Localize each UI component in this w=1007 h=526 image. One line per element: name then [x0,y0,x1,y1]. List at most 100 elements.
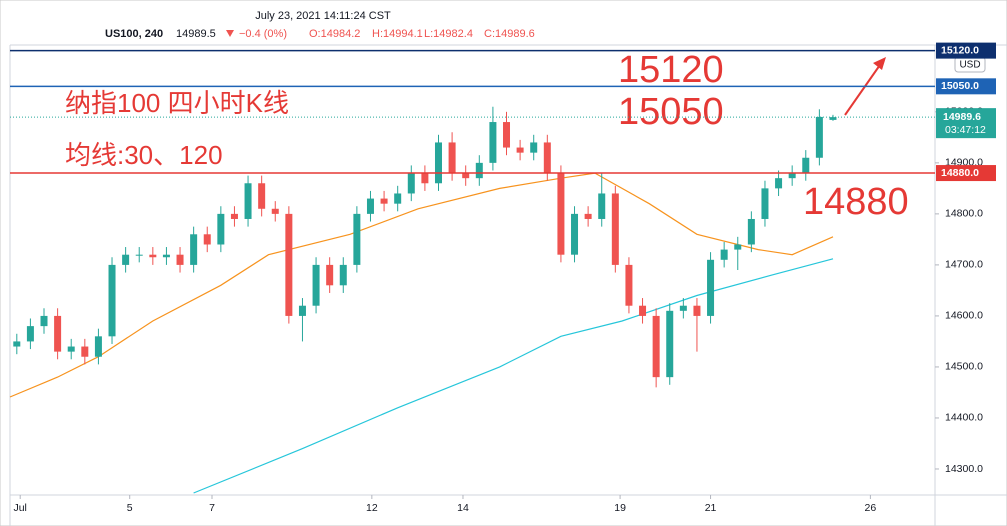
last-price-box [936,108,996,139]
candle-body [26,326,34,342]
candle-body [503,122,511,148]
candle-body [598,193,606,219]
candle-body [625,264,633,306]
arrow-line [844,61,883,116]
candle-body [353,213,361,265]
candle-body [434,142,442,184]
candle-body [543,142,551,174]
datetime: July 23, 2021 14:11:24 CST [255,10,391,22]
last-price-label: 14989.6 [943,111,981,123]
price: 14989.5 [176,28,216,40]
candle-body [802,157,810,174]
candle-body [448,142,456,174]
candle-body [747,218,755,245]
currency: USD [959,60,980,71]
candle-body [67,346,75,352]
candle-body [312,264,320,306]
candle-body [285,213,293,316]
candle-body [122,254,130,265]
candle-body [94,336,102,357]
candle-body [584,213,592,219]
level-label-box [936,78,996,95]
candle-body [571,213,579,255]
moving-average [9,172,834,398]
candle-body [40,315,48,327]
candle-body [516,147,524,153]
level-label: 14880.0 [941,167,979,179]
candle-body [639,305,647,316]
level-label: 15050.0 [941,80,979,92]
candle-body [475,162,483,179]
candle-body [54,315,62,352]
x-tick-label: 19 [614,502,626,514]
candle-body [81,346,89,357]
candle-body [707,259,715,316]
candle-body [407,173,415,194]
candle-body [190,234,198,265]
level-label-box [936,165,996,182]
countdown: 03:47:12 [945,124,986,136]
x-tick-label: 12 [366,502,378,514]
candle-body [394,193,402,204]
candle-body [230,213,238,219]
candle-body [679,305,687,311]
candle-body [489,122,497,163]
x-tick-label: 26 [865,502,877,514]
candle-body [135,254,143,256]
candle-body [611,193,619,265]
candle-body [149,254,157,258]
candle-body [258,183,266,209]
candle-body [734,244,742,250]
level-label: 15120.0 [941,44,979,56]
y-tick-label: 14700.0 [945,259,983,271]
candle-body [217,213,225,245]
moving-average [193,258,834,494]
candle-body [380,198,388,204]
change: −0.4 (0%) [239,28,287,40]
candle-body [557,173,565,255]
x-tick-label: Jul [13,502,26,514]
y-tick-label: 14600.0 [945,310,983,322]
candle-body [462,173,470,179]
chart-subtitle: 均线:30、120 [65,140,223,170]
down-arrow [226,30,234,37]
y-tick-label: 14500.0 [945,361,983,373]
candle-body [421,173,429,184]
candle-body [108,264,116,337]
candle-body [326,264,334,286]
candle-body [203,234,211,245]
candle-body [366,198,374,214]
candle-body [788,173,796,179]
candle-body [761,188,769,219]
open-value: O:14984.2 [309,28,360,40]
chart-title: 纳指100 四小时K线 [65,88,289,118]
candle-body [298,305,306,316]
level-label-box [936,42,996,59]
x-tick-label: 7 [209,502,215,514]
annotation: 15120 [618,49,724,91]
candle-body [666,310,674,378]
arrow-head [873,57,886,70]
candle-body [162,254,170,258]
candle-body [693,305,701,316]
x-tick-label: 14 [457,502,469,514]
symbol: US100, 240 [105,28,163,40]
annotation: 15050 [618,91,724,133]
low-value: L:14982.4 [424,28,473,40]
candle-body [271,208,279,214]
y-tick-label: 14400.0 [945,412,983,424]
candle-body [815,116,823,158]
candle-body [652,315,660,378]
candle-body [775,178,783,189]
candle-body [720,249,728,260]
candle-body [13,341,21,347]
annotation: 14880 [803,181,909,223]
high-value: H:14994.1 [372,28,423,40]
x-tick-label: 21 [705,502,717,514]
candle-body [829,117,837,120]
candle-body [339,264,347,286]
y-tick-label: 14300.0 [945,463,983,475]
close-value: C:14989.6 [484,28,535,40]
